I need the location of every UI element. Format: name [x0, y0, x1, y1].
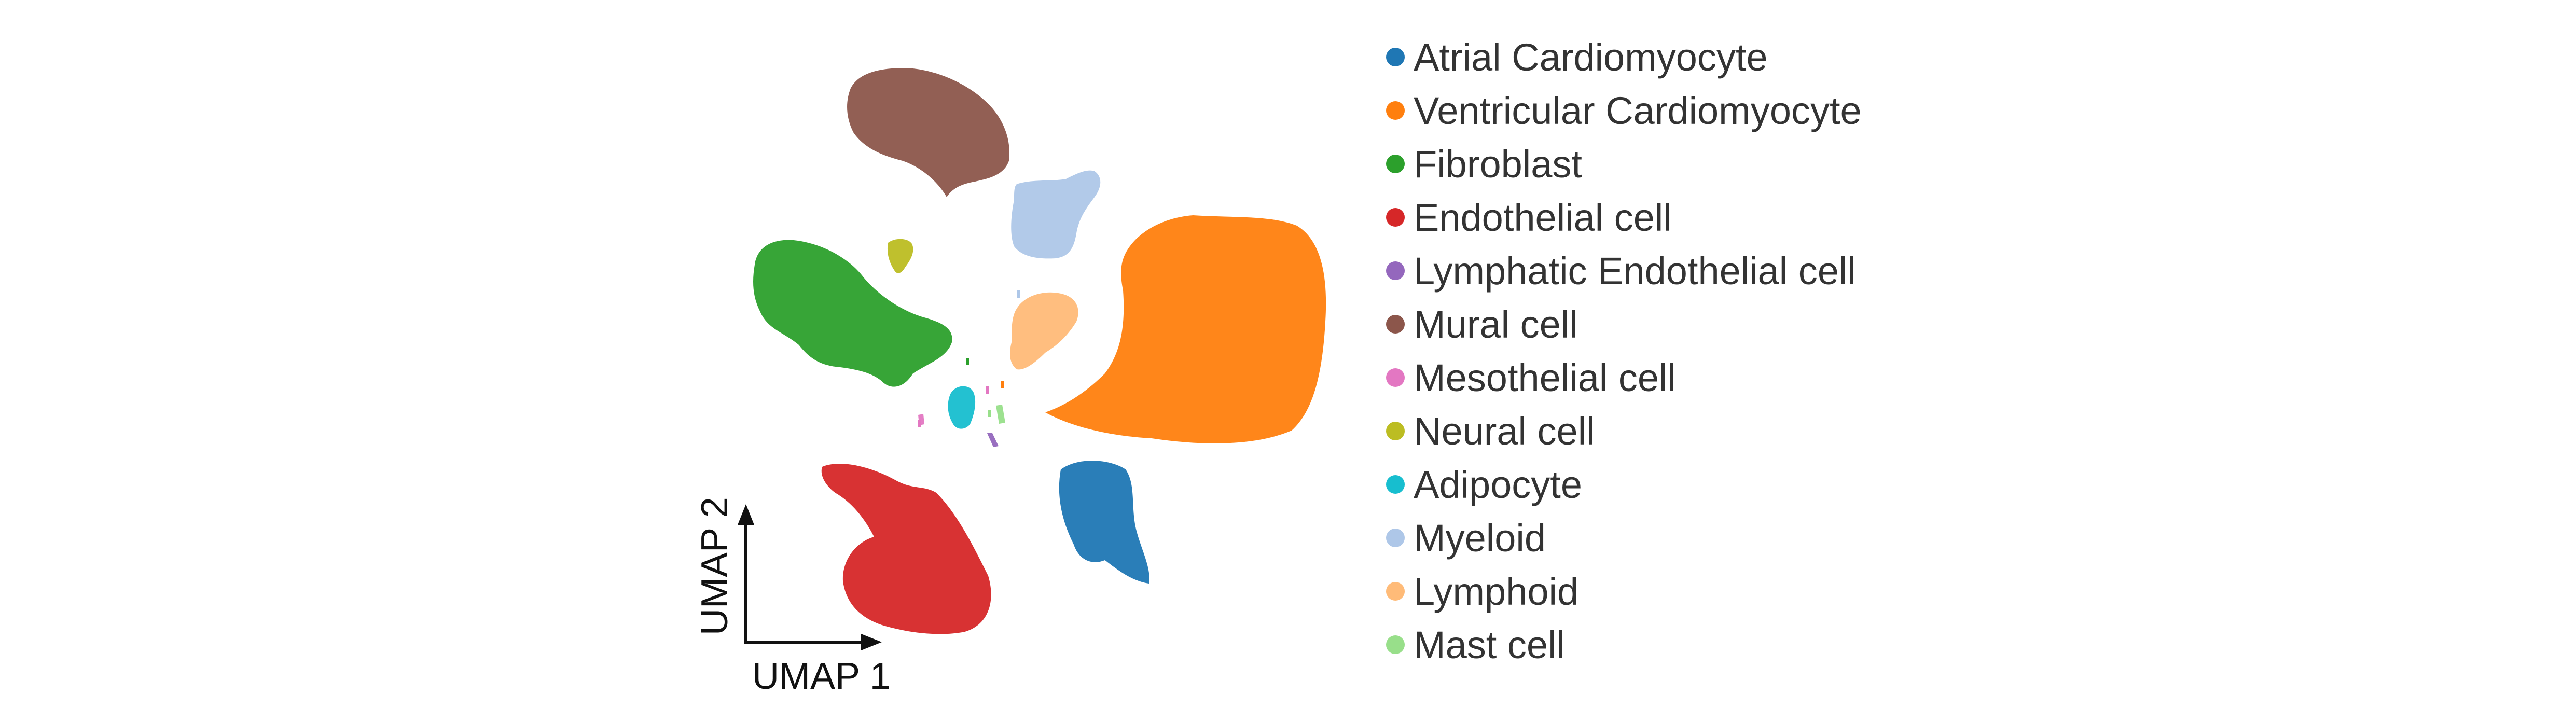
legend-label: Ventricular Cardiomyocyte	[1414, 89, 1862, 132]
legend-marker	[1386, 208, 1405, 227]
clusters-layer	[753, 68, 1326, 634]
scatter-point	[966, 358, 969, 365]
legend-marker	[1386, 101, 1405, 120]
legend-item-myeloid: Myeloid	[1386, 517, 1546, 560]
scatter-point	[986, 386, 989, 394]
cluster-lymphoid	[1010, 292, 1078, 370]
cluster-lymphatic-endothelial-cell	[987, 433, 999, 447]
legend-item-fibroblast: Fibroblast	[1386, 143, 1582, 186]
cluster-neural-cell	[887, 239, 913, 273]
scatter-point	[1017, 290, 1020, 298]
legend-item-lymphoid: Lymphoid	[1386, 570, 1578, 613]
legend-marker	[1386, 48, 1405, 66]
legend-label: Myeloid	[1414, 517, 1546, 560]
legend-label: Fibroblast	[1414, 143, 1582, 186]
legend-label: Endothelial cell	[1414, 196, 1672, 239]
legend-label: Lymphatic Endothelial cell	[1414, 249, 1856, 293]
legend-marker	[1386, 315, 1405, 334]
legend-label: Neural cell	[1414, 410, 1595, 453]
cluster-myeloid	[1011, 170, 1101, 259]
cluster-ventricular-cardiomyocyte	[1045, 215, 1326, 443]
legend-label: Adipocyte	[1414, 463, 1582, 506]
scatter-point	[1001, 381, 1004, 388]
legend-label: Atrial Cardiomyocyte	[1414, 36, 1768, 79]
legend-marker	[1386, 582, 1405, 601]
legend-item-adipocyte: Adipocyte	[1386, 463, 1582, 506]
y-axis-label: UMAP 2	[694, 497, 736, 635]
legend-item-mural-cell: Mural cell	[1386, 303, 1578, 346]
legend-label: Mesothelial cell	[1414, 356, 1676, 399]
legend-item-ventricular-cardiomyocyte: Ventricular Cardiomyocyte	[1386, 89, 1862, 132]
legend-label: Lymphoid	[1414, 570, 1578, 613]
scatter-point	[918, 420, 921, 427]
x-axis-label: UMAP 1	[752, 656, 891, 697]
axes-indicator: UMAP 1 UMAP 2	[694, 497, 891, 697]
cluster-endothelial-cell	[821, 464, 991, 634]
legend-marker	[1386, 529, 1405, 547]
cluster-mast-cell	[996, 405, 1005, 424]
legend-marker	[1386, 475, 1405, 494]
legend: Atrial Cardiomyocyte Ventricular Cardiomy…	[1386, 36, 1862, 667]
legend-item-mast-cell: Mast cell	[1386, 623, 1565, 667]
legend-item-atrial-cardiomyocyte: Atrial Cardiomyocyte	[1386, 36, 1768, 79]
legend-label: Mast cell	[1414, 623, 1565, 667]
cluster-mural-cell	[847, 68, 1009, 197]
legend-label: Mural cell	[1414, 303, 1578, 346]
legend-marker	[1386, 261, 1405, 280]
legend-marker	[1386, 635, 1405, 654]
legend-item-lymphatic-endothelial-cell: Lymphatic Endothelial cell	[1386, 249, 1856, 293]
legend-marker	[1386, 422, 1405, 440]
legend-marker	[1386, 155, 1405, 173]
x-axis-arrowhead	[861, 634, 882, 650]
legend-marker	[1386, 368, 1405, 387]
cluster-atrial-cardiomyocyte	[1059, 461, 1149, 584]
legend-item-mesothelial-cell: Mesothelial cell	[1386, 356, 1676, 399]
y-axis-arrowhead	[738, 504, 754, 525]
legend-item-neural-cell: Neural cell	[1386, 410, 1595, 453]
scatter-point	[988, 410, 991, 417]
legend-item-endothelial-cell: Endothelial cell	[1386, 196, 1672, 239]
cluster-adipocyte	[948, 386, 976, 429]
cluster-fibroblast	[753, 240, 952, 387]
